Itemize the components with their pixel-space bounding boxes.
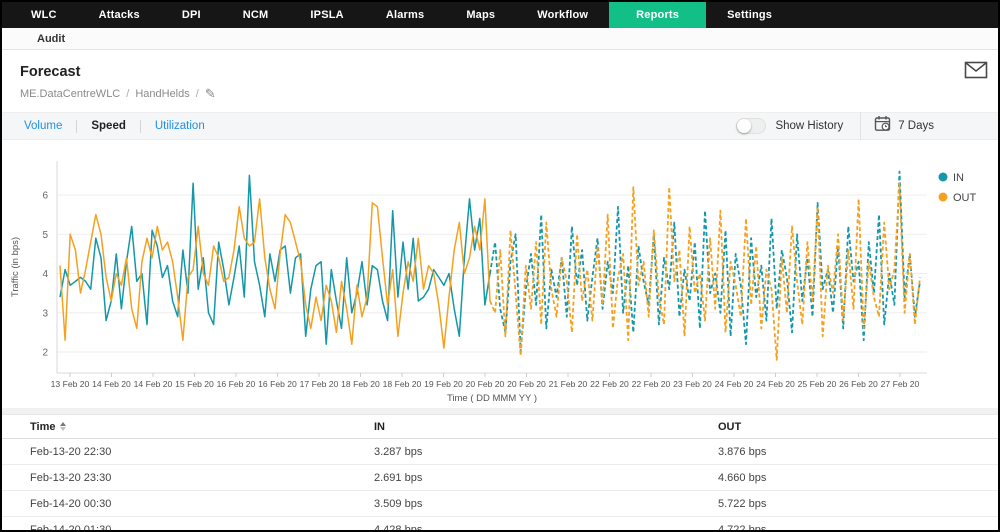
svg-text:Time ( DD MMM YY ): Time ( DD MMM YY ) (447, 393, 537, 404)
section-divider (2, 408, 998, 414)
nav-item-dpi[interactable]: DPI (181, 9, 201, 21)
table-cell: 5.722 bps (718, 497, 767, 510)
svg-text:27 Feb 20: 27 Feb 20 (881, 379, 920, 389)
table-row[interactable]: Feb-14-20 01:30 4.428 bps 4.722 bps (2, 517, 998, 532)
table-cell: Feb-13-20 23:30 (30, 471, 112, 484)
svg-text:26 Feb 20: 26 Feb 20 (839, 379, 878, 389)
svg-text:20 Feb 20: 20 Feb 20 (466, 379, 505, 389)
svg-text:20 Feb 20: 20 Feb 20 (507, 379, 546, 389)
svg-text:18 Feb 20: 18 Feb 20 (341, 379, 380, 389)
svg-text:18 Feb 20: 18 Feb 20 (383, 379, 422, 389)
series-in-history (59, 174, 491, 345)
table-row[interactable]: Feb-13-20 23:30 2.691 bps 4.660 bps (2, 465, 998, 491)
svg-text:15 Feb 20: 15 Feb 20 (175, 379, 214, 389)
svg-text:25 Feb 20: 25 Feb 20 (798, 379, 837, 389)
table-cell: 4.722 bps (718, 523, 767, 532)
svg-text:16 Feb 20: 16 Feb 20 (258, 379, 297, 389)
tab-separator (139, 119, 141, 133)
nav-item-maps[interactable]: Maps (466, 9, 496, 21)
tab-volume[interactable]: Volume (24, 120, 63, 132)
sub-navigation: Audit (2, 28, 998, 50)
svg-text:22 Feb 20: 22 Feb 20 (632, 379, 671, 389)
nav-item-attacks[interactable]: Attacks (98, 9, 140, 21)
nav-item-wlc[interactable]: WLC (31, 9, 57, 21)
subnav-item-audit[interactable]: Audit (37, 32, 66, 45)
time-range-label: 7 Days (898, 120, 934, 132)
table-cell: Feb-13-20 22:30 (30, 445, 112, 458)
svg-text:13 Feb 20: 13 Feb 20 (51, 379, 90, 389)
nav-item-reports[interactable]: Reports (609, 2, 707, 28)
tab-utilization[interactable]: Utilization (154, 120, 205, 132)
svg-text:Traffic (in bps): Traffic (in bps) (10, 237, 21, 297)
svg-text:5: 5 (42, 230, 48, 241)
show-history-toggle[interactable] (736, 118, 767, 134)
table-cell: Feb-14-20 00:30 (30, 497, 112, 510)
table-cell: 3.876 bps (718, 445, 767, 458)
page-title: Forecast (20, 64, 81, 80)
chart-toolbar: Volume Speed Utilization Show History 7 Da… (2, 112, 998, 140)
calendar-icon (874, 115, 891, 137)
tab-speed[interactable]: Speed (91, 120, 126, 132)
top-navigation: WLC Attacks DPI NCM IPSLA Alarms Maps Workflow R… (2, 2, 998, 28)
nav-item-settings[interactable]: Settings (727, 9, 773, 21)
page-header: Forecast ME.DataCentreWLC / HandHelds / … (2, 50, 998, 112)
email-report-icon[interactable] (964, 61, 988, 84)
svg-text:21 Feb 20: 21 Feb 20 (549, 379, 588, 389)
svg-text:23 Feb 20: 23 Feb 20 (673, 379, 712, 389)
table-cell: 3.287 bps (374, 445, 423, 458)
series-out-history (59, 198, 491, 349)
svg-text:2: 2 (42, 348, 48, 359)
nav-item-alarms[interactable]: Alarms (385, 9, 425, 21)
forecast-data-table: Time IN OUT Feb-13-20 22:30 3.287 bps 3.87… (2, 414, 998, 532)
table-cell: 3.509 bps (374, 497, 423, 510)
svg-text:4: 4 (42, 269, 48, 280)
svg-text:6: 6 (42, 191, 48, 202)
nav-item-ncm[interactable]: NCM (242, 9, 269, 21)
table-row[interactable]: Feb-13-20 22:30 3.287 bps 3.876 bps (2, 439, 998, 465)
series-out-forecast (489, 182, 921, 361)
svg-text:3: 3 (42, 308, 48, 319)
show-history-label: Show History (775, 120, 844, 132)
breadcrumb: ME.DataCentreWLC / HandHelds / ✎ (20, 87, 998, 100)
table-cell: Feb-14-20 01:30 (30, 523, 112, 532)
column-header-in[interactable]: IN (374, 420, 385, 433)
column-header-time[interactable]: Time (2, 421, 374, 433)
column-header-out[interactable]: OUT (718, 420, 742, 433)
tab-separator (76, 119, 78, 133)
svg-text:14 Feb 20: 14 Feb 20 (134, 379, 173, 389)
svg-text:14 Feb 20: 14 Feb 20 (92, 379, 131, 389)
table-cell: 2.691 bps (374, 471, 423, 484)
toggle-knob (737, 119, 752, 133)
svg-text:16 Feb 20: 16 Feb 20 (217, 379, 256, 389)
breadcrumb-item-group[interactable]: HandHelds (135, 87, 190, 100)
metric-tabs: Volume Speed Utilization (24, 113, 219, 139)
time-range-picker[interactable]: 7 Days (874, 115, 986, 137)
toolbar-right: Show History 7 Days (736, 112, 986, 140)
legend-label-out[interactable]: OUT (953, 192, 977, 204)
nav-item-workflow[interactable]: Workflow (537, 9, 589, 21)
forecast-chart[interactable]: 2 3 4 5 6 13 Feb 20 14 Feb 20 14 Feb 20 15 Feb 2… (2, 140, 998, 408)
breadcrumb-item-device[interactable]: ME.DataCentreWLC (20, 87, 121, 100)
nav-item-ipsla[interactable]: IPSLA (310, 9, 344, 21)
table-header-row: Time IN OUT (2, 414, 998, 439)
table-cell: 4.660 bps (718, 471, 767, 484)
breadcrumb-separator: / (126, 87, 130, 100)
toolbar-divider (860, 112, 862, 140)
table-row[interactable]: Feb-14-20 00:30 3.509 bps 5.722 bps (2, 491, 998, 517)
table-cell: 4.428 bps (374, 523, 423, 532)
svg-text:17 Feb 20: 17 Feb 20 (300, 379, 339, 389)
edit-pencil-icon[interactable]: ✎ (204, 86, 216, 101)
breadcrumb-separator: / (195, 87, 199, 100)
sort-icon[interactable] (60, 422, 67, 431)
svg-text:19 Feb 20: 19 Feb 20 (424, 379, 463, 389)
svg-text:24 Feb 20: 24 Feb 20 (715, 379, 754, 389)
svg-text:22 Feb 20: 22 Feb 20 (590, 379, 629, 389)
svg-text:24 Feb 20: 24 Feb 20 (756, 379, 795, 389)
legend-label-in[interactable]: IN (953, 172, 964, 184)
